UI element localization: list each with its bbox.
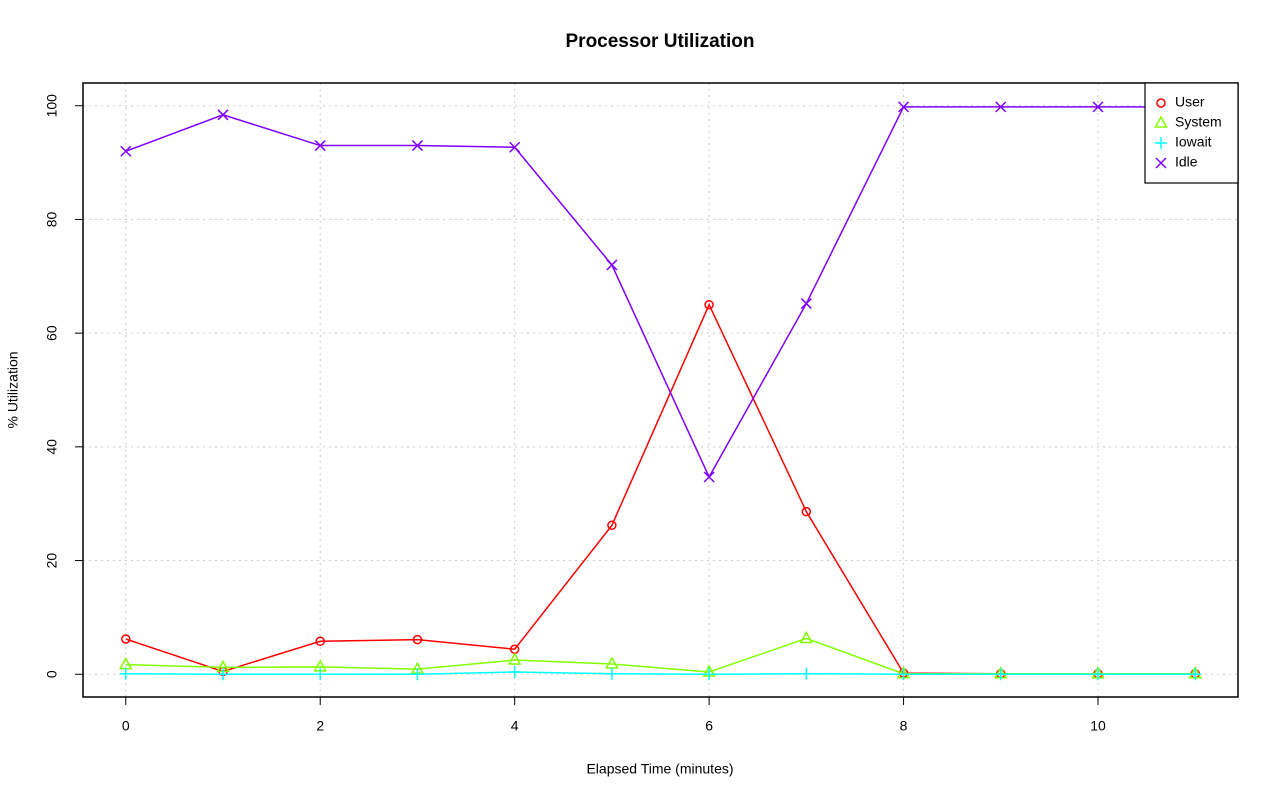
point <box>801 506 812 517</box>
y-tick-label: 40 <box>44 439 60 455</box>
point <box>703 668 716 681</box>
point <box>120 145 132 157</box>
x-axis-label: Elapsed Time (minutes) <box>586 761 733 777</box>
point <box>509 141 521 153</box>
legend-label: Iowait <box>1175 134 1212 150</box>
legend-marker <box>1155 137 1167 149</box>
point <box>704 299 714 310</box>
point <box>411 140 423 152</box>
legend-marker <box>1155 157 1167 169</box>
series-line <box>125 637 1196 675</box>
point <box>607 520 617 531</box>
point <box>315 636 325 647</box>
y-axis-label: % Utilization <box>5 351 21 428</box>
point <box>605 667 618 680</box>
point <box>121 634 131 644</box>
point <box>314 668 327 681</box>
x-tick-label: 2 <box>316 718 324 734</box>
x-tick-label: 0 <box>122 718 130 734</box>
point <box>1092 668 1104 681</box>
point <box>119 667 132 680</box>
y-tick-label: 100 <box>44 94 60 118</box>
point <box>119 657 133 670</box>
series-line <box>125 302 1196 675</box>
legend-label: System <box>1175 114 1222 130</box>
legend-label: User <box>1175 94 1205 110</box>
chart-title: Processor Utilization <box>566 31 755 52</box>
legend-marker <box>1154 115 1168 128</box>
series-line <box>125 671 1196 676</box>
series-line <box>125 106 1196 479</box>
point <box>605 656 619 669</box>
point <box>217 668 229 681</box>
point <box>995 101 1007 113</box>
point <box>898 101 910 113</box>
point <box>994 668 1007 681</box>
x-tick-label: 6 <box>705 718 713 734</box>
y-tick-label: 0 <box>44 670 60 678</box>
point <box>897 668 910 681</box>
point <box>314 140 326 152</box>
y-tick-label: 20 <box>44 553 60 569</box>
point <box>508 665 521 678</box>
legend-marker <box>1156 98 1166 108</box>
point <box>412 634 423 645</box>
point <box>800 298 812 310</box>
x-tick-label: 4 <box>511 718 519 734</box>
point <box>800 667 813 680</box>
point <box>217 109 229 121</box>
point <box>1092 101 1104 113</box>
x-tick-label: 8 <box>900 718 908 734</box>
point <box>703 471 715 483</box>
x-tick-label: 10 <box>1090 718 1106 734</box>
point <box>1189 668 1202 681</box>
legend-label: Idle <box>1175 154 1198 170</box>
point <box>411 668 424 681</box>
plot-frame <box>82 82 1239 698</box>
y-tick-label: 80 <box>44 211 60 227</box>
point <box>507 652 522 665</box>
point <box>606 259 618 271</box>
point <box>799 630 814 644</box>
y-tick-label: 60 <box>44 325 60 341</box>
